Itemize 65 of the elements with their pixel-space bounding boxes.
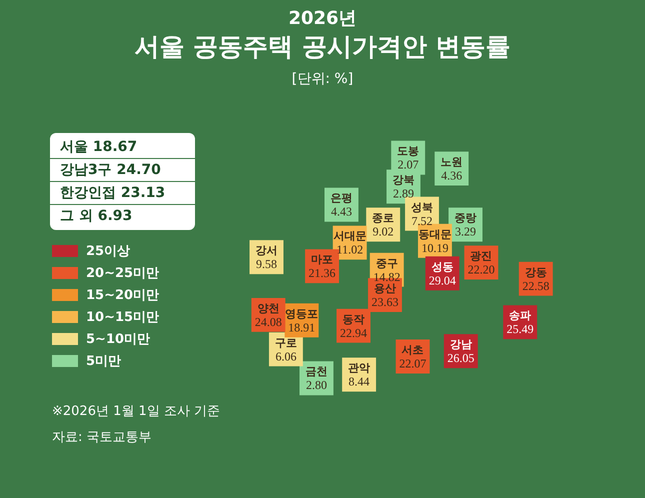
category-label: 성동 xyxy=(431,260,454,274)
category-label: 은평 xyxy=(330,192,352,205)
data-label: 2.89 xyxy=(392,186,414,201)
data-label: 10.19 xyxy=(421,240,448,255)
legend-label: 15~20미만 xyxy=(85,287,160,305)
data-label: 25.49 xyxy=(506,322,534,336)
category-label: 송파 xyxy=(509,309,532,322)
text: 그 외 6.93 xyxy=(59,207,134,226)
category-label: 관악 xyxy=(348,362,370,375)
category-label: 강북 xyxy=(392,174,414,187)
category-label: 마포 xyxy=(311,253,334,266)
category-label: 종로 xyxy=(372,212,394,225)
category-label: 강서 xyxy=(256,244,278,258)
data-label: 6.06 xyxy=(275,349,296,364)
data-label: 4.36 xyxy=(441,168,462,183)
legend-label: 20~25미만 xyxy=(85,265,160,283)
category-label: 서초 xyxy=(402,344,424,357)
category-label: 구로 xyxy=(274,336,297,350)
data-label: 7.52 xyxy=(412,214,432,228)
data-label: 14.82 xyxy=(373,270,400,284)
category-label: 양천 xyxy=(257,302,280,315)
legend-label: 25이상 xyxy=(85,243,132,261)
category-label: 용산 xyxy=(374,282,396,296)
category-label: 금천 xyxy=(305,365,328,378)
legend-label: 10~15미만 xyxy=(85,309,160,327)
data-label: 22.58 xyxy=(522,278,550,293)
data-label: 22.07 xyxy=(399,356,426,371)
data-label: 26.05 xyxy=(447,351,474,366)
data-label: 29.04 xyxy=(428,273,456,288)
category-label: 중랑 xyxy=(454,212,476,225)
data-label: 11.02 xyxy=(336,242,364,257)
data-label: 18.91 xyxy=(288,320,316,334)
category-label: 노원 xyxy=(440,156,463,169)
data-label: 9.02 xyxy=(372,224,394,239)
data-label: 21.36 xyxy=(308,266,336,280)
data-label: 2.80 xyxy=(306,378,327,392)
category-label: 중구 xyxy=(376,256,398,270)
data-label: 8.44 xyxy=(348,374,370,389)
category-label: 강동 xyxy=(524,266,547,279)
category-label: 영등포 xyxy=(285,307,318,320)
legend-label: 5~10미만 xyxy=(85,331,152,349)
data-label: 9.58 xyxy=(256,257,277,272)
text: 한강인접 23.13 xyxy=(50,182,195,205)
data-label: 2.07 xyxy=(398,158,419,172)
category-label: 동작 xyxy=(342,312,365,326)
text: 강남3구 24.70 xyxy=(50,159,195,182)
category-label: 동대문 xyxy=(418,228,452,241)
legend-label: 5미만 xyxy=(85,353,122,371)
data-label: 3.29 xyxy=(455,224,476,239)
data-label: 22.94 xyxy=(340,326,368,340)
text: 서울 공동주택 공시가격안 변동률 xyxy=(133,31,512,63)
text: 서울 18.67 xyxy=(50,136,195,159)
data-label: 4.43 xyxy=(330,204,352,219)
text: ※2026년 1월 1일 조사 기준 xyxy=(52,403,220,420)
category-label: 서대문 xyxy=(333,230,366,243)
text: 2026년 xyxy=(287,7,358,30)
data-label: 23.63 xyxy=(371,295,398,310)
category-label: 성북 xyxy=(411,200,433,214)
category-label: 강남 xyxy=(450,338,472,352)
text: 자료: 국토교통부 xyxy=(52,429,152,446)
text: [단위: %] xyxy=(290,70,354,88)
category-label: 도봉 xyxy=(397,144,420,158)
data-label: 24.08 xyxy=(254,314,282,329)
data-label: 22.20 xyxy=(468,262,495,277)
category-label: 광진 xyxy=(470,250,492,263)
